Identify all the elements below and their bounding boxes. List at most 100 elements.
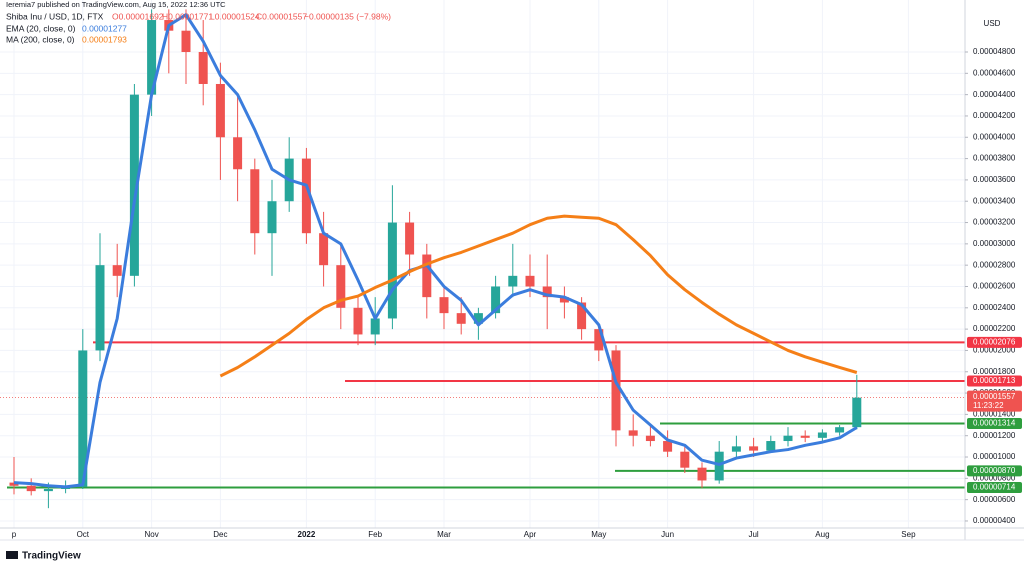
y-tick-label: 0.00003800 (973, 154, 1016, 163)
candle-body (663, 441, 673, 452)
candle-body (26, 485, 36, 492)
candle-body (697, 467, 707, 481)
legend-value: 0.00001277 (82, 23, 127, 33)
y-tick-label: 0.00002000 (973, 346, 1016, 355)
candle-body (491, 286, 501, 314)
candle-body (353, 307, 363, 335)
candle-body (714, 451, 724, 481)
candle-body (336, 265, 346, 308)
y-tick-label: 0.00002600 (973, 282, 1016, 291)
x-tick-label: Sep (901, 530, 916, 539)
logo-text: TradingView (22, 551, 81, 562)
candle-body (112, 265, 122, 276)
level-label: 0.00000714 (973, 483, 1016, 492)
y-tick-label: 0.00003600 (973, 175, 1016, 184)
candle-body (508, 275, 518, 287)
candle-body (817, 432, 827, 438)
candle-body (800, 435, 810, 438)
candle-body (78, 350, 88, 487)
y-tick-label: 0.00002200 (973, 324, 1016, 333)
x-tick-label: Feb (368, 530, 382, 539)
level-label: 0.00002076 (973, 337, 1016, 346)
candle-body (267, 201, 277, 234)
candle-body (611, 350, 621, 431)
candle-body (439, 297, 449, 314)
x-tick-label: Apr (524, 530, 537, 539)
legend-name: MA (200, close, 0) (6, 34, 75, 44)
candle-body (405, 222, 415, 255)
plot-area (0, 9, 965, 509)
candle-body (525, 275, 535, 287)
y-tick-label: 0.00001800 (973, 367, 1016, 376)
legend-value: 0.00001793 (82, 34, 127, 44)
x-tick-label: Mar (437, 530, 451, 539)
x-tick-label: Aug (815, 530, 829, 539)
candle-body (422, 254, 432, 298)
candle-body (749, 446, 759, 451)
candle-body (766, 441, 776, 451)
x-tick-label: p (12, 530, 17, 539)
y-tick-label: 0.00002400 (973, 303, 1016, 312)
y-tick-label: 0.00003200 (973, 218, 1016, 227)
level-label: 0.00001713 (973, 376, 1016, 385)
candle-body (559, 297, 569, 303)
candle-body (181, 30, 191, 53)
logo: TradingView (6, 551, 81, 562)
change: −0.00000135 (−7.98%) (304, 11, 391, 21)
indicator-line (219, 214, 858, 378)
level-label-box (967, 375, 1022, 387)
candle-body (645, 435, 655, 442)
candle-body (198, 52, 208, 84)
candle-body (852, 397, 862, 428)
candle-body (542, 286, 552, 298)
candle-body (577, 302, 587, 330)
axes: 0.00000400 0.00000600 0.00000800 0.00001000… (12, 47, 1022, 539)
candle-body (43, 488, 53, 492)
y-tick-label: 0.00001000 (973, 452, 1016, 461)
x-tick-label: May (591, 530, 606, 539)
y-tick-label: 0.00001400 (973, 409, 1016, 418)
x-tick-label: Oct (77, 530, 90, 539)
indicator-line (13, 13, 858, 489)
level-label-box (967, 465, 1022, 477)
x-tick-label: Jul (748, 530, 758, 539)
symbol: Shiba Inu / USD, 1D, FTX (6, 11, 104, 21)
y-tick-label: 0.00004000 (973, 132, 1016, 141)
candle-body (835, 427, 845, 433)
level-label-box (967, 336, 1022, 348)
x-tick-label: 2022 (298, 530, 316, 539)
currency: USD (984, 19, 1001, 28)
last-price-box (967, 390, 1022, 412)
y-tick-label: 0.00001200 (973, 431, 1016, 440)
candle-body (9, 482, 19, 486)
y-tick-label: 0.00004400 (973, 90, 1016, 99)
ohlc-close: C0.00001557 (256, 11, 307, 21)
candle-body (233, 137, 243, 170)
candle-body (250, 169, 260, 234)
level-label-box (967, 418, 1022, 430)
x-tick-label: Nov (144, 530, 158, 539)
candle-body (95, 265, 105, 351)
level-label-box (967, 481, 1022, 493)
level-label: 0.00000870 (973, 466, 1016, 475)
y-tick-label: 0.00003400 (973, 196, 1016, 205)
last-price-label: 0.00001557 (973, 392, 1016, 401)
y-tick-label: 0.00004200 (973, 111, 1016, 120)
candle-body (215, 83, 225, 138)
candle-body (783, 435, 793, 442)
ohlc-low: L0.00001524 (210, 11, 260, 21)
candle-body (147, 20, 157, 95)
y-tick-label: 0.00004800 (973, 47, 1016, 56)
legend-name: EMA (20, close, 0) (6, 23, 76, 33)
ohlc-open: O0.00001692 (112, 11, 164, 21)
level-label: 0.00001314 (973, 419, 1016, 428)
candle-body (594, 329, 604, 351)
candle-body (680, 451, 690, 468)
y-tick-label: 0.00004600 (973, 68, 1016, 77)
candle-body (370, 318, 380, 335)
ohlc-high: H0.00001771 (162, 11, 213, 21)
x-tick-label: Dec (213, 530, 227, 539)
y-tick-label: 0.00000400 (973, 516, 1016, 525)
